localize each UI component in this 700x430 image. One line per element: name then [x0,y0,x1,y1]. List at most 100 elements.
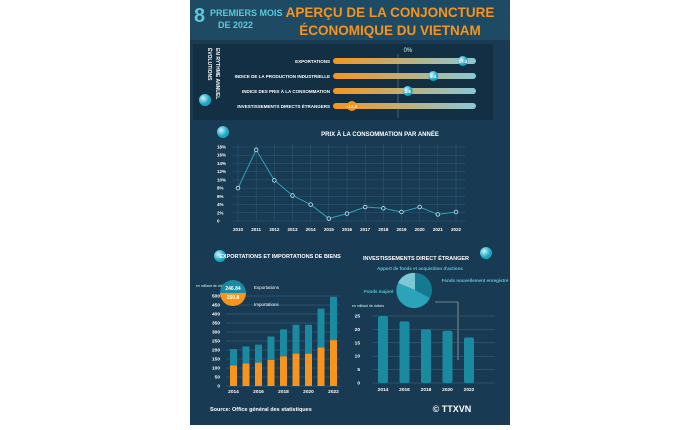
y-tick-label: 8% [217,186,224,191]
fdi-bar [378,316,388,383]
x-tick-label: 2013 [287,227,298,232]
x-tick-label: 2015 [324,227,335,232]
infographic-canvas: 8 PREMIERS MOIS DE 2022 APERÇU DE LA CON… [190,0,510,414]
x-tick-label: 2014 [378,387,389,393]
bar-exports [267,336,275,360]
bar-imports [305,353,312,386]
bar-exports [230,349,237,366]
evolution-value: 2.6 [405,89,412,94]
evolution-value: 9.4 [430,74,437,79]
cpi-point [290,193,295,198]
evolution-label: EXPORTATIONS [295,59,330,64]
x-tick-label: 2019 [396,227,407,232]
zero-label: 0% [404,48,413,54]
evolution-value: 17.3 [458,59,467,64]
x-tick-label: 2020 [303,389,314,395]
x-tick-label: 2014 [306,227,317,232]
evolution-label: INVESTISSEMENTS DIRECTS ÉTRANGERS [237,102,330,109]
bar-imports [242,363,250,386]
pie-slice [415,273,432,298]
y-tick-label: 0 [217,384,220,390]
x-tick-label: 2010 [233,227,244,232]
bar-exports [292,324,300,354]
period-line2: DE 2022 [218,20,253,30]
bar-exports [317,308,325,348]
legend-imports-label: Importations [254,302,280,307]
y-tick-label: 500 [212,294,220,300]
evolution-bar [333,103,476,109]
y-tick-label: 400 [212,312,220,318]
header-band [190,0,510,40]
legend-exports-value: 246.84 [225,286,241,292]
y-tick-label: 15 [355,340,361,346]
bar-imports [255,362,262,386]
evolution-marker [402,86,413,96]
x-tick-label: 2018 [421,387,432,393]
y-tick-label: 350 [212,321,220,327]
fdi-bar [442,330,453,383]
evolution-label: INDICE DES PRIX À LA CONSOMMATION [242,88,330,94]
trade-unit: en milliard de dollars [196,284,228,288]
evolution-bar [333,73,476,79]
y-tick-label: 6% [217,194,224,199]
evolution-marker [457,56,468,66]
x-tick-label: 2022 [451,227,462,232]
evolution-marker [346,101,357,111]
evolutions-side-label-1: ÉVOLUTIONS [206,48,214,81]
x-tick-label: 2012 [269,227,280,232]
decorative-ball-icon [214,250,226,262]
x-tick-label: 2022 [328,389,339,395]
cpi-point [308,202,313,207]
y-tick-label: 4% [217,202,224,207]
bar-exports [330,296,337,341]
title-line1: APERÇU DE LA CONJONCTURE [286,5,495,20]
decorative-ball-icon [199,94,211,106]
y-tick-label: 10% [217,177,226,182]
evolution-label: INDICE DE LA PRODUCTION INDUSTRIELLE [235,74,330,79]
legend-imports-half [220,293,246,306]
y-tick-label: 10 [355,354,361,360]
period-number: 8 [194,5,205,27]
pie-slice [396,283,430,309]
bar-imports [330,340,337,386]
pie-label-new-funds: Fonds nouvellement enregistré [442,278,509,283]
legend-exports-label: Exportations [254,285,280,290]
infographic: 8 PREMIERS MOIS DE 2022 APERÇU DE LA CON… [190,0,510,425]
x-tick-label: 2021 [433,227,444,232]
fdi-bar [399,321,410,383]
cpi-point [417,204,422,210]
cpi-point [326,216,332,221]
x-tick-label: 2016 [342,227,353,232]
cpi-point [435,212,441,217]
x-tick-label: 2020 [415,227,426,232]
y-tick-label: 16% [217,153,226,158]
evolutions-side-label-2: EN RYTHME ANNUEL [214,48,220,99]
y-tick-label: 0 [357,381,360,387]
bar-imports [280,356,287,386]
fdi-bar [464,337,474,383]
y-tick-label: 14% [217,161,226,166]
period-line1: PREMIERS MOIS [210,8,283,18]
bar-exports [255,344,262,363]
pie-connector [435,301,459,360]
evolution-value: -12.3 [347,104,358,109]
pie-title: Apport de fonds et acquisition d'actions [377,266,463,271]
cpi-point [253,147,259,153]
y-tick-label: 5 [357,367,360,373]
x-tick-label: 2020 [442,387,453,393]
evolution-marker [428,71,439,81]
y-tick-label: 200 [212,348,220,354]
legend-imports-value: 250.8 [227,295,240,301]
x-tick-label: 2018 [278,389,289,395]
x-tick-label: 2018 [378,227,389,232]
bar-exports [280,329,287,357]
y-tick-label: 300 [212,330,220,336]
y-tick-label: 100 [212,366,220,372]
cpi-point [381,206,386,211]
decorative-ball-icon [217,126,229,138]
cpi-point [399,209,404,215]
cpi-point [362,204,368,210]
cpi-point [235,185,241,191]
y-tick-label: 0 [217,219,220,224]
source-note: Source: Office général des statistiques [210,407,312,413]
